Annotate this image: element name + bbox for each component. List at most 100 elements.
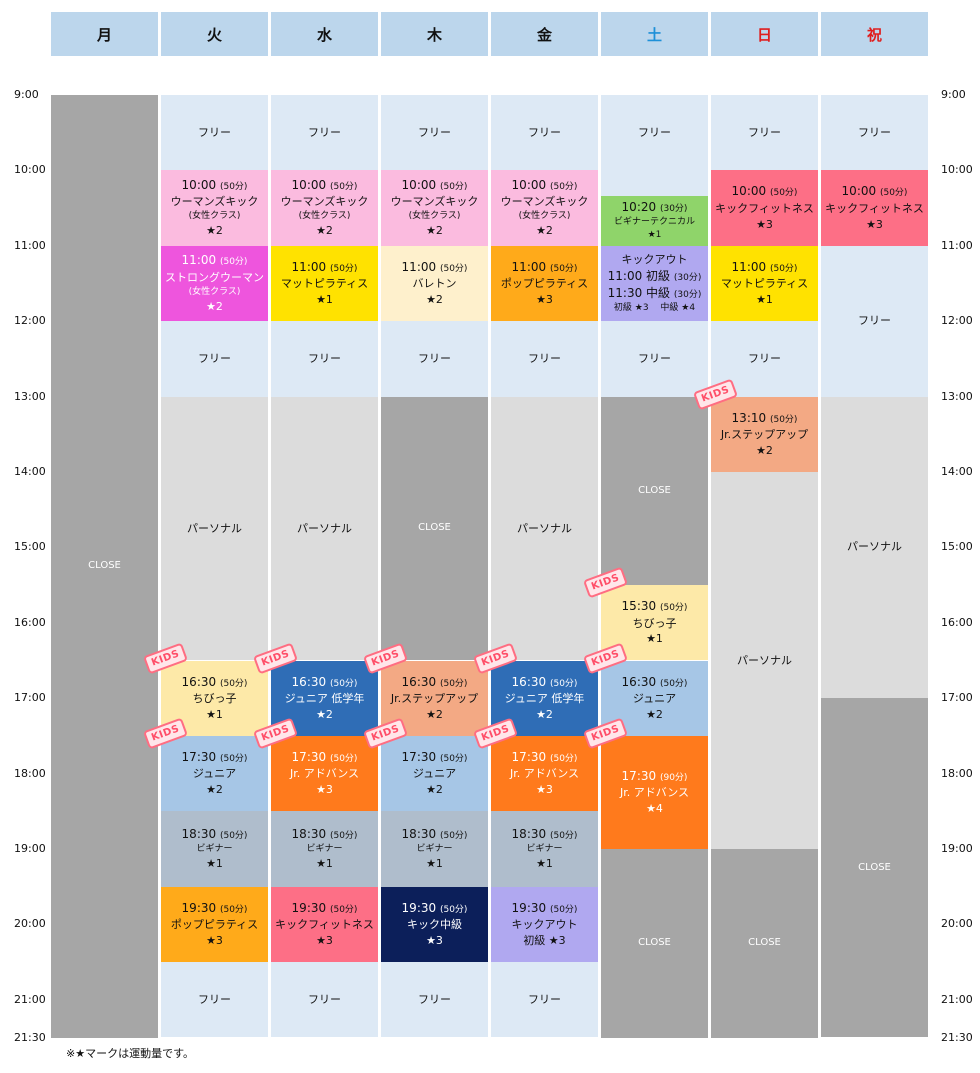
class-subtext: (女性クラス) xyxy=(299,210,351,223)
slot-label-value: フリー xyxy=(308,351,341,365)
class-time: 17:30 (50分) xyxy=(512,749,578,766)
class-time-value: 16:30 xyxy=(181,674,217,689)
class-name-value: ジュニア xyxy=(192,767,237,781)
close-label: CLOSE xyxy=(858,861,891,876)
intensity-stars-value: ★1 xyxy=(206,707,223,721)
schedule-slot: パーソナル xyxy=(491,396,598,661)
schedule-slot: フリー xyxy=(161,95,268,171)
class-duration: (50分) xyxy=(439,753,468,764)
schedule-slot: フリー xyxy=(821,245,928,397)
class-duration: (50分) xyxy=(549,181,578,192)
slot-label-value: フリー xyxy=(198,351,231,365)
class-time-value: 16:30 xyxy=(621,674,657,689)
slot-label-value: フリー xyxy=(418,992,451,1006)
class-name-value: ちびっ子 xyxy=(632,616,677,630)
class-name-value: キック中級 xyxy=(407,918,462,932)
time-label: 10:00 xyxy=(14,163,46,177)
slot-label: フリー xyxy=(198,125,231,141)
schedule-slot: 19:30 (50分) ポップピラティス ★3 xyxy=(161,886,268,963)
intensity-stars: ★3 xyxy=(756,217,773,233)
slot-label: パーソナル xyxy=(847,539,902,555)
intensity-stars: ★2 xyxy=(536,707,553,723)
class-subtext: ビギナー xyxy=(306,843,342,856)
class-time: 11:00 (50分) xyxy=(182,252,248,269)
class-duration: (50分) xyxy=(549,830,578,841)
intensity-stars: ★2 xyxy=(206,223,223,239)
class-time-value: 13:10 xyxy=(731,410,767,425)
schedule-slot: CLOSE xyxy=(381,396,488,661)
class-name-value: ジュニア xyxy=(632,691,677,705)
class-name-value: キックフィットネス xyxy=(825,201,924,215)
class-time-value: 10:20 xyxy=(621,199,657,214)
slot-label: フリー xyxy=(308,125,341,141)
intensity-stars: ★2 xyxy=(646,707,663,723)
class-time: 11:00 (50分) xyxy=(512,259,578,276)
schedule-slot: 17:30 (50分) ジュニア ★2 xyxy=(161,735,268,812)
class-duration: (50分) xyxy=(549,753,578,764)
class-time-value: 10:00 xyxy=(181,177,217,192)
day-header: 日 xyxy=(711,12,818,56)
class-time-value: 17:30 xyxy=(621,768,657,783)
class-name: ウーマンズキック xyxy=(391,194,479,210)
class-time-value: 17:30 xyxy=(291,749,327,764)
schedule-slot: 16:30 (50分) ジュニア 低学年 ★2 xyxy=(271,660,378,736)
slot-label-value: フリー xyxy=(418,125,451,139)
class-subtext: ビギナー xyxy=(416,843,452,856)
class-duration: (50分) xyxy=(439,830,468,841)
schedule-slot: 11:00 (50分) ポップピラティス ★3 xyxy=(491,245,598,322)
time-label: 9:00 xyxy=(941,88,966,101)
class-name: ジュニア xyxy=(193,766,236,782)
class-time-value: 10:00 xyxy=(731,184,767,199)
slot-label: フリー xyxy=(858,313,891,329)
schedule-slot: フリー xyxy=(161,321,268,397)
class-name-value: ウーマンズキック xyxy=(390,195,479,209)
intensity-stars-value: ★3 xyxy=(756,217,773,231)
class-duration: (50分) xyxy=(549,263,578,274)
intensity-stars: ★3 xyxy=(536,782,553,798)
class-name-value: キックアウト xyxy=(511,918,578,932)
time-label: 15:00 xyxy=(14,540,46,554)
slot-label-value: フリー xyxy=(528,351,561,365)
slot-label-value: フリー xyxy=(198,125,231,139)
class-time: 10:20 (30分) xyxy=(622,199,688,216)
schedule-slot: 10:00 (50分) ウーマンズキック (女性クラス) ★2 xyxy=(491,170,598,246)
class-subtext-value: ★1 xyxy=(647,230,662,241)
slot-label-value: フリー xyxy=(858,314,891,328)
schedule-slot: CLOSE xyxy=(601,849,708,1038)
class-name-value: キックフィットネス xyxy=(715,201,814,215)
class-subtext-value: (女性クラス) xyxy=(188,286,241,297)
intensity-stars-value: ★3 xyxy=(536,293,553,307)
class-duration: (50分) xyxy=(329,678,358,689)
class-name-value: ジュニア 低学年 xyxy=(284,691,365,705)
slot-label: フリー xyxy=(198,992,231,1008)
close-label-value: CLOSE xyxy=(858,861,891,873)
class-subtext: (女性クラス) xyxy=(519,210,571,223)
class-time-value: 11:00 xyxy=(731,259,767,274)
class-name-value: Jr. アドバンス xyxy=(619,786,690,800)
slot-label: フリー xyxy=(748,125,781,141)
intensity-stars: ★2 xyxy=(206,299,223,315)
schedule-slot: パーソナル xyxy=(271,396,378,661)
intensity-stars-value: ★2 xyxy=(206,299,223,313)
intensity-stars-value: ★1 xyxy=(756,293,773,307)
close-label: CLOSE xyxy=(88,559,121,574)
slot-label: フリー xyxy=(748,351,781,367)
intensity-stars-value: ★2 xyxy=(536,224,553,238)
intensity-stars-value: ★2 xyxy=(316,224,333,238)
schedule-slot: 18:30 (50分) ビギナー ★1 xyxy=(161,811,268,887)
schedule-slot: CLOSE xyxy=(821,698,928,1038)
schedule-slot: 11:00 (50分) マットピラティス ★1 xyxy=(271,245,378,322)
slot-label: フリー xyxy=(198,351,231,367)
time-label: 11:00 xyxy=(941,238,973,252)
class-time-value: 10:00 xyxy=(511,177,547,192)
schedule-slot: 13:10 (50分) Jr.ステップアップ ★2 xyxy=(711,396,818,472)
schedule-slot: フリー xyxy=(161,962,268,1038)
class-subtext: (女性クラス) xyxy=(409,210,461,223)
intensity-stars-value: ★2 xyxy=(426,783,443,797)
schedule-slot: 11:00 (50分) マットピラティス ★1 xyxy=(711,245,818,322)
class-name: バレトン xyxy=(413,276,457,292)
intensity-stars-value: ★3 xyxy=(866,217,883,231)
class-duration: (30分) xyxy=(673,272,702,283)
time-label: 19:00 xyxy=(14,842,46,855)
day-header: 月 xyxy=(51,12,158,56)
